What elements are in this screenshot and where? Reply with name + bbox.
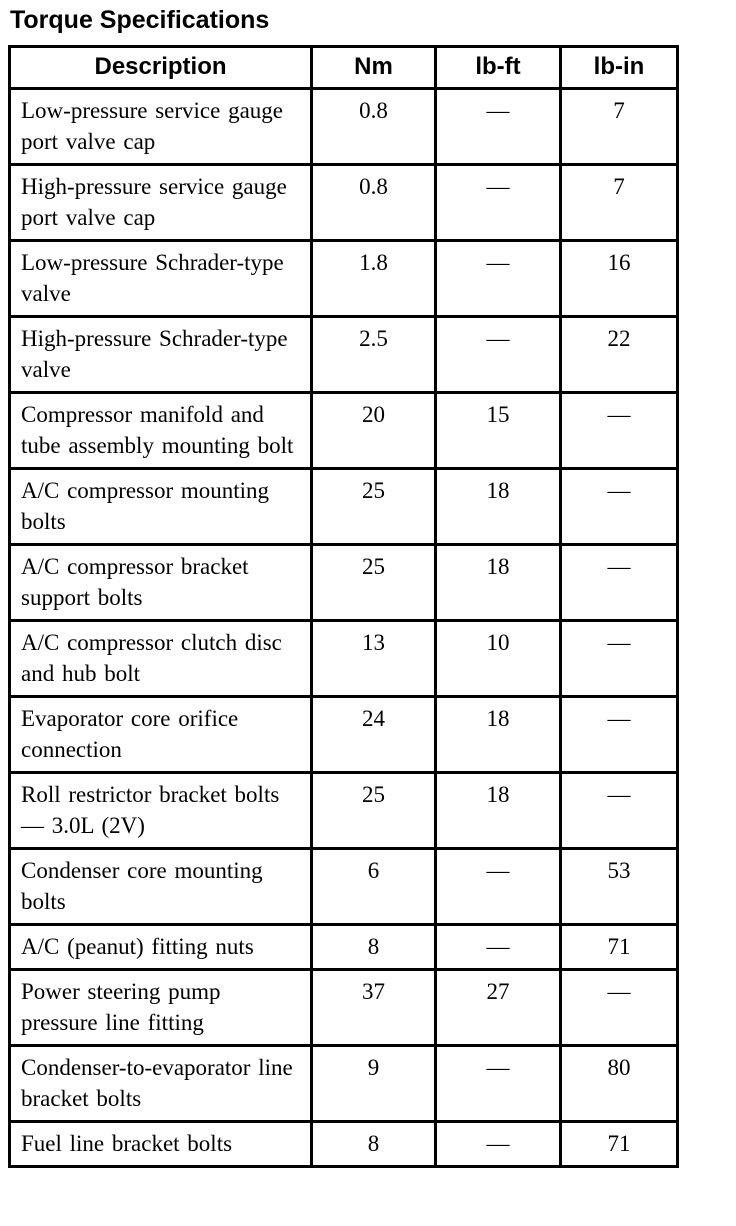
cell-description: High-pressure service gauge port valve c… [8,163,313,242]
cell-lb-in: — [559,771,679,850]
cell-lb-ft: — [434,315,562,394]
cell-lb-in: 7 [559,87,679,166]
cell-nm: 9 [310,1044,437,1123]
cell-lb-ft: — [434,239,562,318]
cell-nm: 0.8 [310,87,437,166]
cell-nm: 13 [310,619,437,698]
cell-description: A/C compressor clutch disc and hub bolt [8,619,313,698]
cell-lb-in: 7 [559,163,679,242]
table-row: Power steering pump pressure line fittin… [8,968,679,1047]
column-header-nm: Nm [310,45,437,90]
table-row: Evaporator core orifice connection 24 18… [8,695,679,774]
cell-description: Power steering pump pressure line fittin… [8,968,313,1047]
cell-lb-ft: — [434,163,562,242]
cell-description: Compressor manifold and tube assembly mo… [8,391,313,470]
table-row: High-pressure Schrader-type valve 2.5 — … [8,315,679,394]
column-header-lb-ft: lb-ft [434,45,562,90]
cell-description: Low-pressure Schrader-type valve [8,239,313,318]
cell-lb-ft: 18 [434,695,562,774]
cell-nm: 20 [310,391,437,470]
cell-lb-ft: — [434,87,562,166]
cell-description: High-pressure Schrader-type valve [8,315,313,394]
cell-lb-in: 71 [559,1120,679,1168]
table-row: A/C compressor clutch disc and hub bolt … [8,619,679,698]
cell-lb-ft: — [434,1044,562,1123]
cell-nm: 6 [310,847,437,926]
table-row: A/C compressor mounting bolts 25 18 — [8,467,679,546]
column-header-lb-in: lb-in [559,45,679,90]
cell-lb-in: 71 [559,923,679,971]
table-row: Fuel line bracket bolts 8 — 71 [8,1120,679,1168]
cell-nm: 1.8 [310,239,437,318]
cell-lb-ft: — [434,847,562,926]
cell-lb-in: — [559,619,679,698]
cell-lb-ft: 27 [434,968,562,1047]
cell-lb-in: — [559,543,679,622]
table-row: Condenser core mounting bolts 6 — 53 [8,847,679,926]
cell-description: A/C compressor bracket support bolts [8,543,313,622]
cell-lb-in: 22 [559,315,679,394]
cell-lb-ft: — [434,923,562,971]
cell-lb-ft: 18 [434,467,562,546]
cell-lb-ft: — [434,1120,562,1168]
cell-lb-in: — [559,968,679,1047]
cell-lb-ft: 10 [434,619,562,698]
cell-description: Condenser-to-evaporator line bracket bol… [8,1044,313,1123]
table-row: High-pressure service gauge port valve c… [8,163,679,242]
column-header-description: Description [8,45,313,90]
cell-lb-in: 16 [559,239,679,318]
cell-lb-ft: 18 [434,771,562,850]
cell-description: A/C compressor mounting bolts [8,467,313,546]
table-header-row: Description Nm lb-ft lb-in [8,45,679,90]
cell-nm: 25 [310,771,437,850]
cell-description: Condenser core mounting bolts [8,847,313,926]
table-row: Condenser-to-evaporator line bracket bol… [8,1044,679,1123]
cell-lb-in: — [559,467,679,546]
cell-nm: 0.8 [310,163,437,242]
cell-description: A/C (peanut) fitting nuts [8,923,313,971]
table-row: A/C compressor bracket support bolts 25 … [8,543,679,622]
cell-lb-ft: 15 [434,391,562,470]
cell-nm: 25 [310,543,437,622]
cell-description: Low-pressure service gauge port valve ca… [8,87,313,166]
cell-nm: 8 [310,1120,437,1168]
cell-nm: 25 [310,467,437,546]
torque-specifications-table: Description Nm lb-ft lb-in Low-pressure … [8,45,679,1168]
cell-description: Fuel line bracket bolts [8,1120,313,1168]
page-title: Torque Specifications [10,6,270,34]
cell-lb-in: 80 [559,1044,679,1123]
cell-nm: 2.5 [310,315,437,394]
table-row: Compressor manifold and tube assembly mo… [8,391,679,470]
table-row: A/C (peanut) fitting nuts 8 — 71 [8,923,679,971]
cell-lb-in: — [559,391,679,470]
table-row: Low-pressure Schrader-type valve 1.8 — 1… [8,239,679,318]
table-row: Low-pressure service gauge port valve ca… [8,87,679,166]
cell-description: Roll restrictor bracket bolts — 3.0L (2V… [8,771,313,850]
cell-lb-ft: 18 [434,543,562,622]
cell-lb-in: 53 [559,847,679,926]
cell-nm: 8 [310,923,437,971]
cell-nm: 24 [310,695,437,774]
table-row: Roll restrictor bracket bolts — 3.0L (2V… [8,771,679,850]
cell-description: Evaporator core orifice connection [8,695,313,774]
table-body: Low-pressure service gauge port valve ca… [8,87,679,1168]
cell-lb-in: — [559,695,679,774]
cell-nm: 37 [310,968,437,1047]
